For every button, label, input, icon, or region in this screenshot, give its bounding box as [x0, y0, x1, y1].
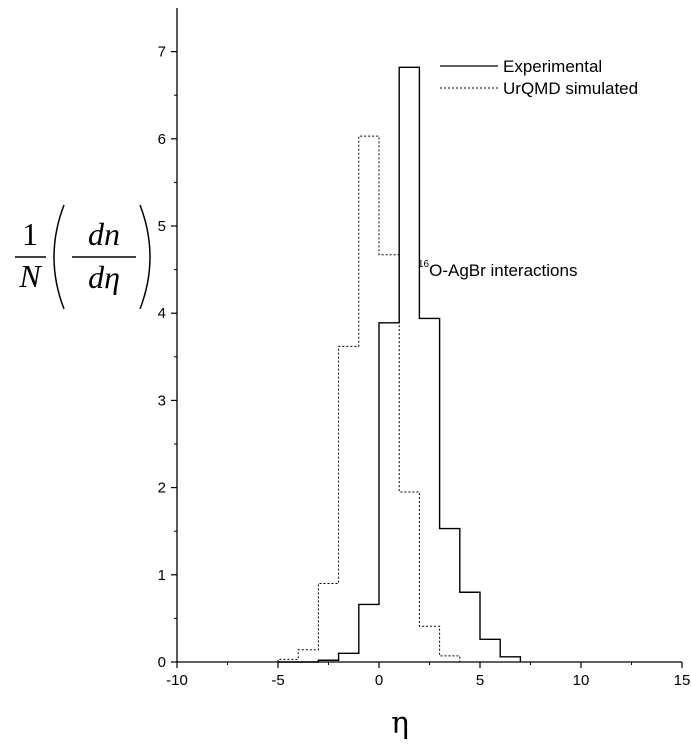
- legend-label-experimental: Experimental: [503, 57, 602, 76]
- x-tick-label: -5: [271, 672, 284, 689]
- y-tick-label: 4: [158, 305, 166, 322]
- legend-label-urqmd: UrQMD simulated: [503, 79, 638, 98]
- y-tick-label: 1: [158, 567, 166, 584]
- annotation-main: O-AgBr interactions: [429, 261, 577, 280]
- y-label-one: 1: [22, 216, 38, 252]
- annotation-superscript: 16: [418, 259, 430, 270]
- x-axis-label: η: [391, 706, 409, 741]
- annotation-text: 16O-AgBr interactions: [418, 259, 577, 280]
- y-tick-label: 7: [158, 44, 166, 61]
- axis-ticks: -10 -5 0 5 10 15 0 1 2 3 4 5 6 7: [158, 44, 691, 689]
- x-tick-label: 0: [375, 672, 383, 689]
- y-label-n: N: [18, 258, 42, 294]
- x-tick-label: 5: [476, 672, 484, 689]
- y-label-dn: dn: [88, 216, 120, 252]
- series-experimental-line: [278, 66, 522, 663]
- legend: Experimental UrQMD simulated: [440, 57, 638, 98]
- x-tick-label: 10: [573, 672, 590, 689]
- y-tick-label: 3: [158, 392, 166, 409]
- y-axis-label: 1 N dn dη: [15, 204, 151, 310]
- x-tick-label: 15: [674, 672, 691, 689]
- y-tick-label: 6: [158, 131, 166, 148]
- series-urqmd-line: [277, 135, 521, 663]
- y-tick-label: 0: [158, 654, 166, 671]
- y-label-deta: dη: [88, 259, 120, 295]
- x-tick-label: -10: [166, 672, 188, 689]
- y-label-right-paren: [139, 204, 151, 310]
- y-tick-label: 5: [158, 218, 166, 235]
- y-tick-label: 2: [158, 480, 166, 497]
- series-layer: [277, 66, 522, 663]
- y-label-left-paren: [53, 204, 65, 310]
